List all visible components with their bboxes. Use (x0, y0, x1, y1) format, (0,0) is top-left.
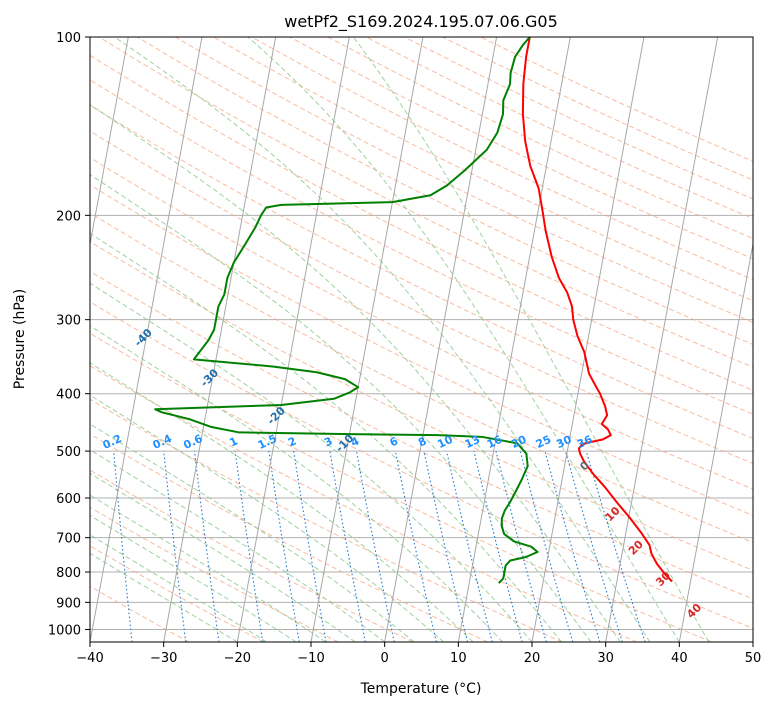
x-axis-title: Temperature (°C) (360, 681, 482, 697)
moist-adiabat-line (90, 449, 385, 642)
dry-adiabat-line (90, 79, 753, 415)
dry-adiabat-line (90, 365, 638, 642)
moist-adiabat-line (90, 534, 268, 642)
mixing-ratio-line (193, 451, 220, 642)
y-tick-label: 400 (56, 388, 81, 403)
isotherm-line (236, 37, 350, 642)
mixing-ratio-line (423, 450, 469, 642)
moist-adiabat-line (90, 232, 562, 642)
y-tick-label: 800 (56, 566, 81, 581)
y-axis-title: Pressure (hPa) (12, 289, 28, 389)
isotherm-line (605, 37, 719, 642)
x-tick-label: 50 (745, 651, 762, 666)
isotherm-line (163, 37, 277, 642)
isotherms (90, 37, 753, 642)
dry-adiabat-line (90, 545, 264, 642)
mixing-ratio-label: 10 (435, 433, 455, 451)
isotherm-line (457, 37, 571, 642)
isotherm-line (531, 37, 645, 642)
y-tick-label: 600 (56, 492, 81, 507)
isotherm-line (384, 37, 498, 642)
x-tick-label: 30 (597, 651, 614, 666)
mixing-ratio-line (544, 450, 601, 642)
mixing-ratio-line (585, 450, 646, 642)
dry-adiabat-line (90, 184, 753, 516)
x-tick-label: 20 (524, 651, 541, 666)
profile-series (154, 37, 673, 584)
isotherm-line (678, 241, 753, 642)
x-tick-label: 40 (671, 651, 688, 666)
moist-adiabat-line (90, 394, 444, 642)
dry-adiabat-line (90, 433, 488, 642)
moist-adiabat-line (247, 37, 680, 642)
mixing-ratio-line (394, 450, 437, 642)
moist-adiabat-line (90, 423, 415, 642)
dry-adiabat-line (136, 37, 753, 346)
moist-adiabat-line (90, 472, 356, 642)
dry-adiabat-line (175, 37, 753, 323)
temperature-profile-line (521, 37, 673, 583)
x-tick-label: −30 (150, 651, 177, 666)
mixing-ratio-label: 30 (554, 433, 574, 451)
mixing-ratio-line (495, 450, 547, 642)
x-tick-label: 0 (381, 651, 389, 666)
y-tick-label: 1000 (48, 623, 81, 638)
mixing-ratio-label: 20 (509, 433, 529, 451)
dry-adiabat-line (90, 332, 712, 642)
y-tick-label: 200 (56, 209, 81, 224)
moist-adiabat-line (90, 552, 238, 642)
moist-adiabat-line (90, 514, 297, 642)
plot-frame (89, 36, 754, 643)
mixing-ratio-label: 25 (534, 433, 553, 451)
dry-adiabat-line (90, 157, 753, 490)
dry-adiabat-line (90, 506, 339, 642)
y-tick-label: 300 (56, 314, 81, 329)
x-tick-label: −40 (76, 651, 103, 666)
isotherm-line (310, 37, 424, 642)
chart-title: wetPf2_S169.2024.195.07.06.G05 (284, 12, 558, 32)
isotherm-line (90, 37, 203, 642)
dewpoint-profile-line (154, 37, 539, 584)
mixing-ratio-line (473, 450, 523, 642)
moist-adiabat-line (114, 37, 651, 642)
dry-adiabat-line (90, 270, 753, 600)
plot-area: 0.20.40.611.52346810131620253036-100-90-… (90, 37, 753, 642)
moist-adiabat-line (90, 104, 621, 642)
isotherm-line (90, 37, 129, 247)
mixing-ratio-line (234, 451, 264, 642)
moist-adiabat-line (352, 37, 710, 642)
dry-adiabat-line (90, 301, 753, 630)
dry-adiabat-line (98, 37, 753, 368)
mixing-ratio-line (519, 450, 574, 642)
y-tick-label: 900 (56, 596, 81, 611)
moist-adiabat-line (90, 494, 327, 642)
x-tick-label: −10 (297, 651, 324, 666)
dry-adiabat-line (90, 54, 753, 391)
y-tick-label: 700 (56, 532, 81, 547)
x-tick-label: 10 (450, 651, 467, 666)
mixing-ratio-label: 36 (575, 433, 595, 451)
moist-adiabats (90, 37, 710, 642)
moist-adiabat-line (90, 325, 503, 642)
dry-adiabat-line (90, 398, 563, 642)
mixing-ratio-line (564, 450, 623, 642)
y-axis-ticks: 100 200 300 400 500 600 700 800 900 1000 (48, 31, 90, 638)
pressure-grid (90, 37, 753, 630)
mixing-ratio-label: 13 (463, 433, 482, 451)
x-axis-ticks: −40 −30 −20 −10 0 10 20 30 40 50 (76, 642, 761, 666)
moist-adiabat-line (90, 174, 592, 642)
x-tick-label: −20 (224, 651, 251, 666)
moist-adiabat-line (90, 282, 533, 642)
y-tick-label: 500 (56, 445, 81, 460)
mixing-ratio-line (163, 451, 187, 642)
mixing-ratio-label: 16 (485, 433, 505, 451)
y-tick-label: 100 (56, 31, 81, 46)
